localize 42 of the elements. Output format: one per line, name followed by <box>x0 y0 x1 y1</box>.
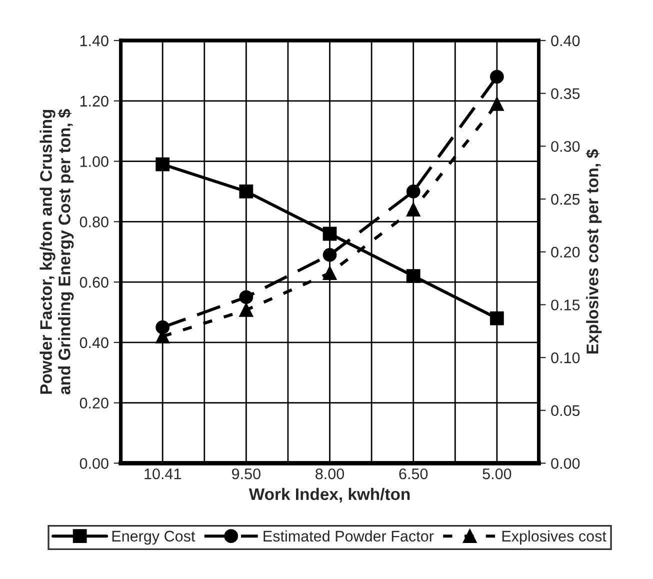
point <box>239 290 254 304</box>
point <box>406 184 420 198</box>
point <box>239 184 254 198</box>
point <box>490 96 504 111</box>
legend-label: Explosives cost <box>502 530 606 545</box>
y2-tick-label: 0.10 <box>551 352 580 364</box>
y-tick-label: 1.40 <box>80 35 108 46</box>
y-tick-label: 0.20 <box>80 398 108 409</box>
x-tick-label: 8.00 <box>316 468 344 480</box>
point <box>406 202 420 217</box>
x-tick-label: 9.50 <box>232 468 260 480</box>
y2-tick-label: 0.25 <box>551 194 580 205</box>
point <box>406 269 420 283</box>
point <box>490 70 504 84</box>
y2-tick-label: 0.20 <box>551 246 580 258</box>
y-axis-title: Powder Factor, kg/ton and Crushing and Grinding Energy Cost per ton, $ <box>40 109 74 394</box>
x-tick-label: 10.41 <box>144 468 181 480</box>
point <box>156 157 170 172</box>
x-axis-title: Work Index, kwh/ton <box>248 488 410 503</box>
y2-axis-title: Explosives cost per ton, $ <box>586 149 602 354</box>
y-tick-label: 0.80 <box>80 216 108 228</box>
y-tick-label: 0.60 <box>80 276 108 288</box>
point <box>322 266 337 280</box>
y-tick-label: 0.00 <box>80 458 108 469</box>
y2-tick-label: 0.05 <box>551 405 580 416</box>
point <box>490 311 504 326</box>
y2-tick-label: 0.15 <box>551 300 580 310</box>
x-tick-label: 5.00 <box>482 468 512 480</box>
y2-tick-label: 0.35 <box>551 88 580 100</box>
point <box>322 248 337 262</box>
legend-label: Estimated Powder Factor <box>264 530 434 542</box>
point <box>239 303 254 317</box>
y2-tick-label: 0.30 <box>551 141 580 152</box>
y2-tick-label: 0.00 <box>551 458 580 469</box>
y-tick-label: 1.00 <box>80 156 108 167</box>
y-tick-label: 1.20 <box>80 96 108 107</box>
x-tick-label: 6.50 <box>399 468 428 480</box>
legend-label: Energy Cost <box>112 530 196 545</box>
point <box>322 226 337 241</box>
y2-tick-label: 0.40 <box>551 35 580 46</box>
y-tick-label: 0.40 <box>80 337 108 348</box>
point <box>156 320 170 334</box>
